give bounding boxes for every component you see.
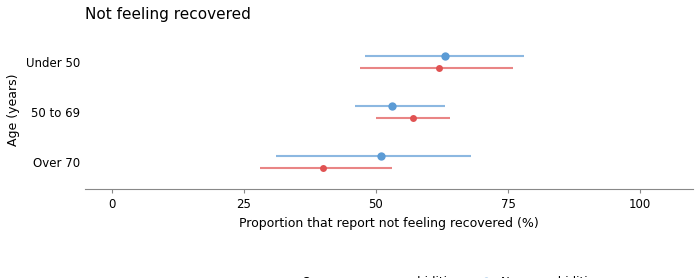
Y-axis label: Age (years): Age (years) [7,73,20,146]
X-axis label: Proportion that report not feeling recovered (%): Proportion that report not feeling recov… [239,217,539,230]
Legend: One or more comorbidities, No comorbidities: One or more comorbidities, No comorbidit… [270,271,606,278]
Text: Not feeling recovered: Not feeling recovered [85,7,251,22]
